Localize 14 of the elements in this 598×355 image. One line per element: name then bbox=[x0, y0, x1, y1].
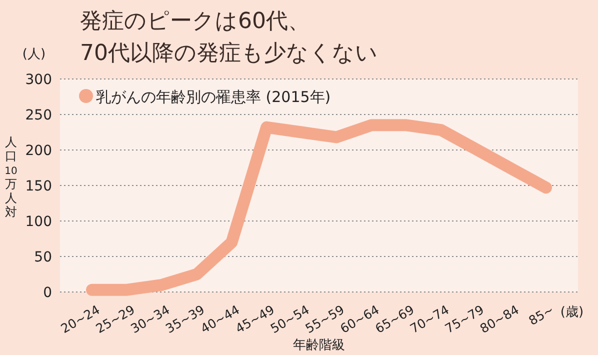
y-tick-label: 250 bbox=[25, 108, 52, 124]
y-tick-label: 300 bbox=[25, 72, 52, 88]
y-tick-label: 0 bbox=[43, 285, 52, 301]
y-tick-label: 200 bbox=[25, 143, 52, 159]
y-tick-label: 50 bbox=[34, 250, 52, 266]
text: (歳) bbox=[560, 305, 584, 320]
y-tick-label: 100 bbox=[25, 214, 52, 230]
legend-label: 乳がんの年齢別の罹患率 (2015年) bbox=[96, 88, 331, 106]
y-tick-label: 150 bbox=[25, 178, 52, 194]
chart-title: 発症のピークは60代、 70代以降の発症も少なくない bbox=[80, 9, 378, 66]
text: (人) bbox=[22, 47, 46, 62]
y-axis-title: 人口10万人対 bbox=[4, 135, 18, 219]
x-tick-label: 85~ bbox=[526, 302, 556, 328]
x-axis-title: 年齢階級 bbox=[293, 338, 345, 353]
